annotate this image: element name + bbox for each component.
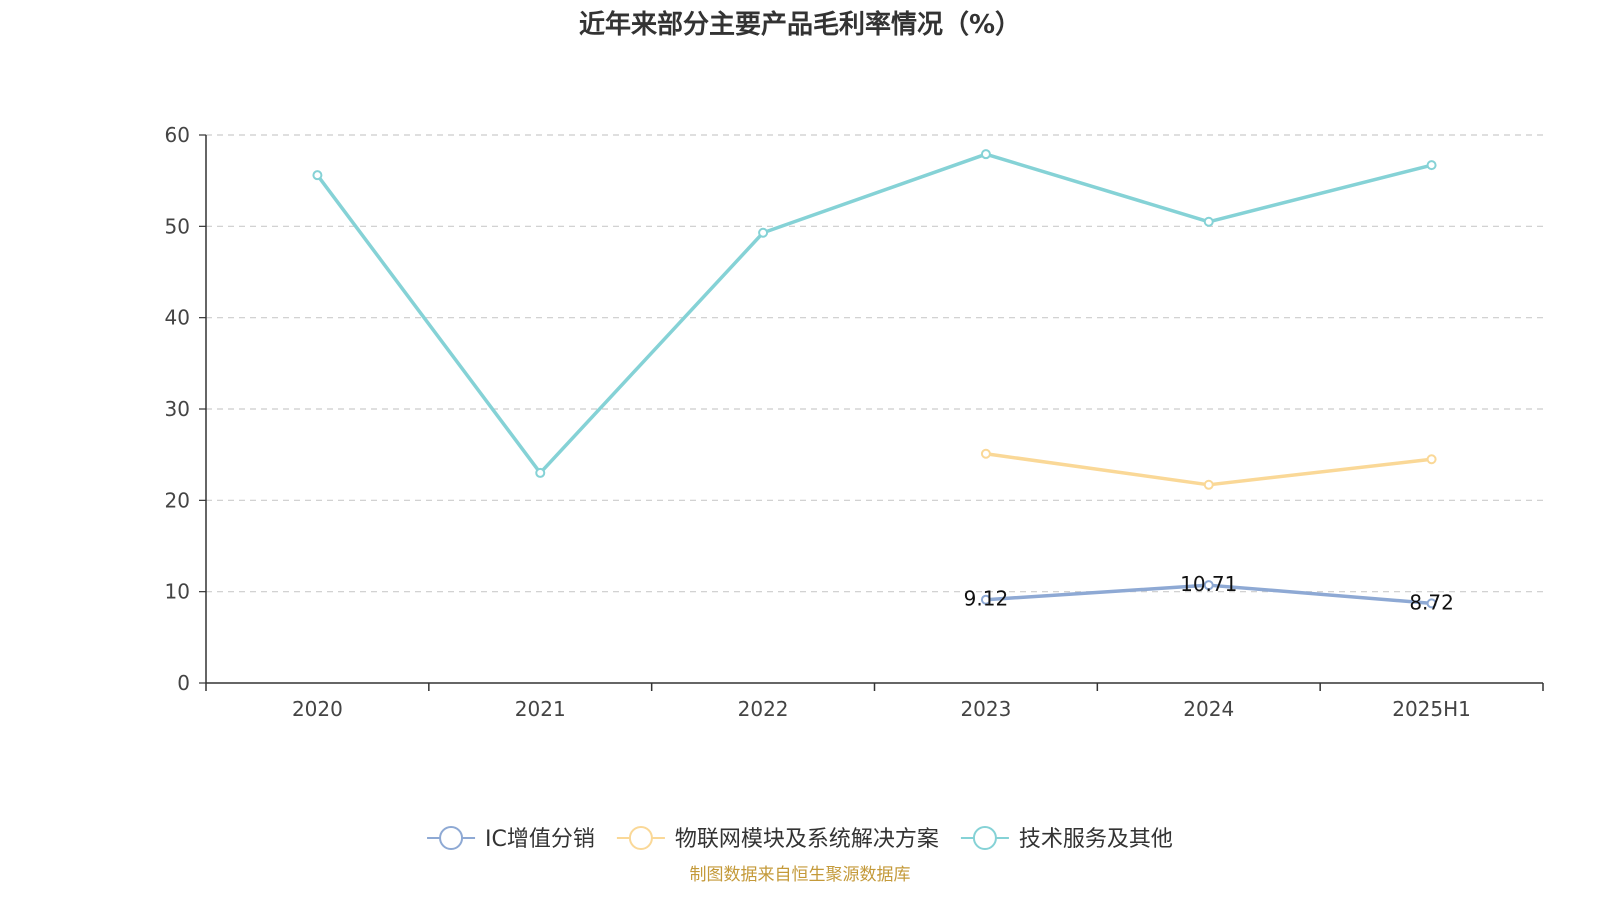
data-labels: 9.12 10.71 8.72 bbox=[964, 572, 1454, 614]
data-point bbox=[1426, 598, 1437, 609]
data-point bbox=[980, 149, 991, 160]
legend-item[interactable]: 物联网模块及系统解决方案 bbox=[616, 826, 939, 852]
data-point bbox=[980, 448, 991, 459]
data-label: 8.72 bbox=[1409, 590, 1454, 614]
data-point bbox=[1426, 160, 1437, 171]
x-tick-label: 2025H1 bbox=[1392, 697, 1471, 721]
data-point bbox=[535, 467, 546, 478]
y-tick-label: 50 bbox=[165, 214, 190, 238]
data-point bbox=[1203, 479, 1214, 490]
x-tick-label: 2020 bbox=[292, 697, 343, 721]
grid-lines bbox=[206, 134, 1543, 593]
legend: IC增值分销 物联网模块及系统解决方案 技术服务及其他 bbox=[427, 826, 1173, 852]
y-tick-label: 10 bbox=[165, 580, 190, 604]
x-tick-label: 2024 bbox=[1183, 697, 1234, 721]
y-tick-label: 60 bbox=[165, 123, 190, 147]
y-tick-label: 30 bbox=[165, 397, 190, 421]
data-label: 9.12 bbox=[964, 587, 1009, 611]
data-point bbox=[1203, 580, 1214, 591]
legend-label: 技术服务及其他 bbox=[1019, 827, 1173, 852]
axes: 0 10 20 30 40 50 60 2020 2021 2022 2023 2024 2025H1 bbox=[165, 123, 1544, 721]
data-point bbox=[312, 170, 323, 181]
series-lines bbox=[312, 149, 1437, 609]
legend-label: IC增值分销 bbox=[485, 827, 595, 852]
legend-label: 物联网模块及系统解决方案 bbox=[675, 827, 939, 852]
data-point bbox=[1203, 216, 1214, 227]
chart-title: 近年来部分主要产品毛利率情况（%） bbox=[579, 9, 1021, 40]
y-tick-label: 40 bbox=[165, 306, 190, 330]
legend-item[interactable]: 技术服务及其他 bbox=[960, 826, 1173, 852]
data-point bbox=[1426, 454, 1437, 465]
legend-marker bbox=[628, 826, 653, 850]
data-label: 10.71 bbox=[1180, 572, 1237, 596]
data-point bbox=[758, 227, 769, 238]
source-note: 制图数据来自恒生聚源数据库 bbox=[690, 865, 911, 885]
series-line-2 bbox=[316, 152, 1433, 475]
y-tick-label: 0 bbox=[177, 671, 190, 695]
y-tick-label: 20 bbox=[165, 488, 190, 512]
x-tick-label: 2022 bbox=[738, 697, 789, 721]
legend-marker bbox=[972, 826, 997, 850]
x-tick-label: 2023 bbox=[960, 697, 1011, 721]
data-point bbox=[980, 594, 991, 605]
legend-item[interactable]: IC增值分销 bbox=[427, 826, 595, 852]
x-tick-label: 2021 bbox=[515, 697, 566, 721]
legend-marker bbox=[439, 826, 464, 850]
